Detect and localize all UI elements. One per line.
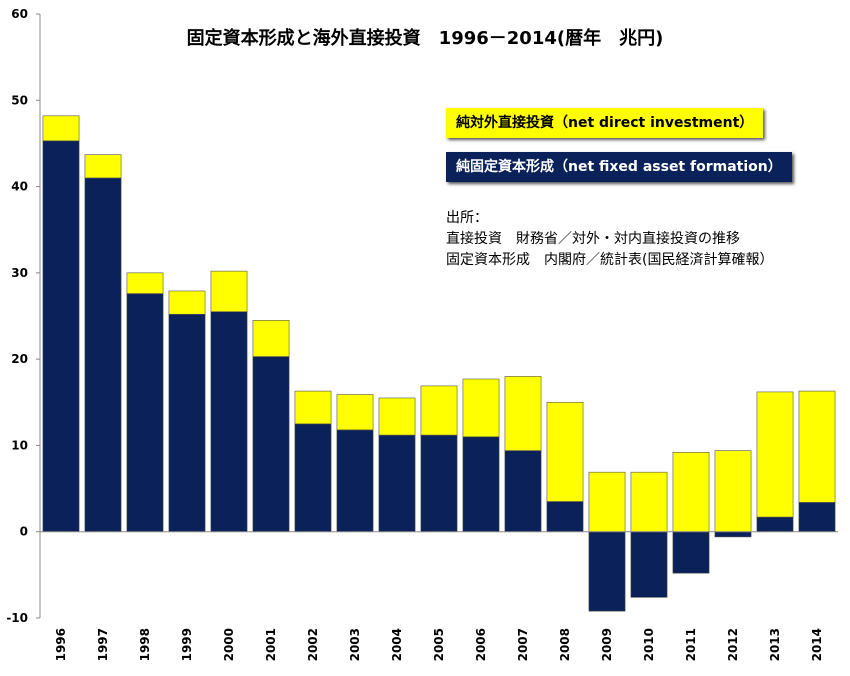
bar-net-direct-investment	[420, 385, 458, 436]
bar-net-fixed-asset-formation	[504, 450, 542, 533]
bar-net-direct-investment	[462, 378, 500, 438]
legend-net-direct-investment: 純対外直接投資（net direct investment）	[446, 108, 764, 138]
bar-net-fixed-asset-formation	[84, 177, 122, 533]
bar-net-fixed-asset-formation	[546, 501, 584, 533]
x-tick-label: 2002	[306, 628, 320, 661]
x-tick-label: 1996	[54, 628, 68, 661]
bar-net-fixed-asset-formation	[798, 502, 836, 533]
bar-net-fixed-asset-formation	[168, 313, 206, 533]
y-tick-label: 40	[11, 180, 28, 194]
x-tick-label: 1999	[180, 628, 194, 661]
bar-net-fixed-asset-formation	[672, 531, 710, 574]
bar-net-direct-investment	[672, 452, 710, 533]
bar-net-direct-investment	[756, 391, 794, 518]
bar-net-direct-investment	[294, 390, 332, 425]
bar-net-fixed-asset-formation	[420, 434, 458, 533]
source-line-direct-investment: 直接投資 財務省／対外・対内直接投資の推移	[446, 231, 740, 247]
bar-net-direct-investment	[126, 272, 164, 294]
bar-net-fixed-asset-formation	[42, 140, 80, 533]
bar-net-fixed-asset-formation	[588, 531, 626, 612]
bar-net-direct-investment	[504, 376, 542, 451]
bar-net-direct-investment	[588, 471, 626, 533]
bar-net-fixed-asset-formation	[756, 516, 794, 533]
bar-net-fixed-asset-formation	[210, 311, 248, 533]
y-tick-label: 10	[11, 438, 28, 452]
y-tick-label: 60	[11, 7, 28, 21]
bar-net-fixed-asset-formation	[252, 356, 290, 533]
bar-net-direct-investment	[714, 450, 752, 533]
bar-net-direct-investment	[252, 320, 290, 357]
bar-net-fixed-asset-formation	[294, 423, 332, 533]
bar-net-direct-investment	[798, 390, 836, 503]
bar-net-direct-investment	[630, 471, 668, 533]
bar-net-fixed-asset-formation	[378, 434, 416, 533]
x-tick-label: 2009	[600, 628, 614, 661]
x-tick-label: 2011	[684, 628, 698, 661]
x-tick-label: 2008	[558, 628, 572, 661]
bar-net-fixed-asset-formation	[714, 531, 752, 538]
x-tick-label: 2006	[474, 628, 488, 661]
x-tick-label: 2005	[432, 628, 446, 661]
x-tick-label: 2014	[810, 628, 824, 661]
bar-net-fixed-asset-formation	[630, 531, 668, 598]
x-tick-label: 2012	[726, 628, 740, 661]
bar-net-direct-investment	[84, 154, 122, 179]
bar-net-fixed-asset-formation	[126, 293, 164, 533]
y-tick-label: -10	[6, 611, 28, 625]
bar-net-fixed-asset-formation	[336, 429, 374, 533]
bar-net-direct-investment	[546, 401, 584, 502]
y-tick-label: 50	[11, 93, 28, 107]
x-tick-label: 2003	[348, 628, 362, 661]
source-line-fixed-capital: 固定資本形成 内閣府／統計表(国民経済計算確報）	[446, 252, 774, 268]
bar-net-direct-investment	[336, 394, 374, 431]
bar-net-fixed-asset-formation	[462, 436, 500, 533]
bar-net-direct-investment	[210, 270, 248, 312]
y-tick-label: 20	[11, 352, 28, 366]
bar-net-direct-investment	[378, 397, 416, 436]
bar-net-direct-investment	[168, 290, 206, 315]
y-tick-label: 30	[11, 266, 28, 280]
x-tick-label: 2013	[768, 628, 782, 661]
x-tick-label: 2007	[516, 628, 530, 661]
source-annotation: 出所： 直接投資 財務省／対外・対内直接投資の推移 固定資本形成 内閣府／統計表…	[446, 208, 773, 271]
bar-net-direct-investment	[42, 115, 80, 142]
chart-title: 固定資本形成と海外直接投資 1996－2014(暦年 兆円)	[187, 27, 664, 49]
x-tick-label: 1998	[138, 628, 152, 661]
x-tick-label: 2001	[264, 628, 278, 661]
x-tick-label: 1997	[96, 628, 110, 661]
x-tick-label: 2010	[642, 628, 656, 661]
x-tick-label: 2000	[222, 628, 236, 661]
legend-net-fixed-asset-formation: 純固定資本形成（net fixed asset formation）	[446, 152, 792, 182]
x-tick-label: 2004	[390, 628, 404, 661]
y-tick-label: 0	[20, 525, 28, 539]
source-heading: 出所：	[446, 210, 488, 226]
